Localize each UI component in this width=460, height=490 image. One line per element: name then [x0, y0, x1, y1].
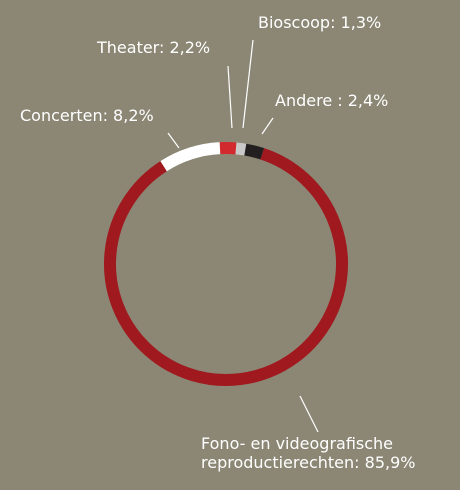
- segment-label: Andere : 2,4%: [275, 91, 388, 110]
- leader-line: [261, 117, 274, 135]
- donut-segment: [104, 148, 348, 386]
- segment-label: Bioscoop: 1,3%: [258, 13, 381, 32]
- donut-segment: [235, 142, 247, 156]
- leader-line: [299, 395, 319, 433]
- leader-line: [167, 132, 180, 149]
- donut-segment: [244, 143, 265, 160]
- leader-line: [227, 65, 233, 129]
- leader-line: [242, 39, 254, 129]
- segment-label: Fono- en videografische reproductierechte…: [201, 434, 415, 472]
- donut-segment: [160, 142, 221, 172]
- segment-label: Concerten: 8,2%: [20, 106, 154, 125]
- segment-label: Theater: 2,2%: [96, 38, 210, 57]
- segment-label-line: reproductierechten: 85,9%: [201, 453, 415, 472]
- segment-label-line: Fono- en videografische: [201, 434, 393, 453]
